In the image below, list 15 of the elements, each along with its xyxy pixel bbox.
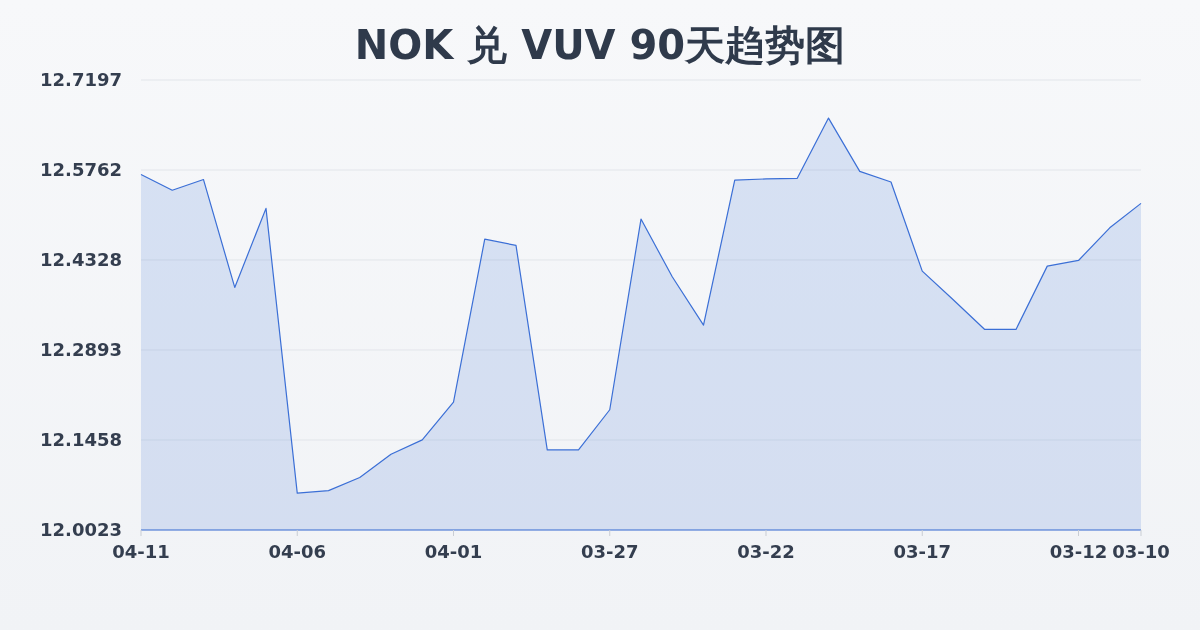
x-tick-label: 03-27 <box>580 541 639 562</box>
x-tick-label: 03-22 <box>737 541 795 562</box>
x-tick-label: 04-11 <box>112 541 170 562</box>
y-tick-label: 12.0023 <box>40 519 122 541</box>
x-tick-label: 03-10 <box>1112 541 1170 562</box>
y-tick-label: 12.7197 <box>40 69 122 91</box>
y-tick-label: 12.2893 <box>40 339 122 361</box>
y-tick-label: 12.1458 <box>40 429 122 451</box>
x-tick-label: 03-12 <box>1049 541 1108 562</box>
y-tick-label: 12.4328 <box>40 249 122 271</box>
chart-title: NOK 兑 VUV 90天趋势图 <box>354 22 846 68</box>
x-tick-label: 04-01 <box>424 541 483 562</box>
x-tick-label: 03-17 <box>893 541 952 562</box>
y-tick-label: 12.5762 <box>40 159 122 181</box>
x-tick-label: 04-06 <box>268 541 327 562</box>
